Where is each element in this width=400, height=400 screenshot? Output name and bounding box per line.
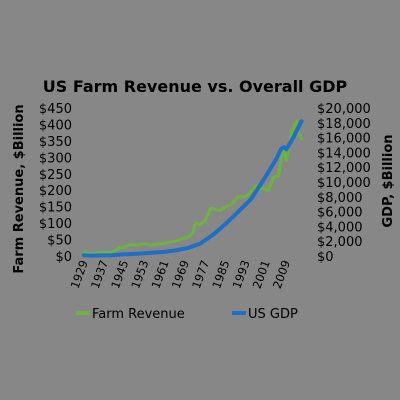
legend-label-farm-revenue: Farm Revenue	[92, 307, 185, 322]
legend-label-us-gdp: US GDP	[248, 307, 298, 322]
right-tick-label: $10,000	[317, 176, 371, 191]
left-tick-label: $0	[55, 250, 72, 265]
left-tick-label: $100	[39, 217, 72, 232]
x-tick-label: 2009	[270, 258, 293, 290]
right-tick-label: $4,000	[317, 220, 363, 235]
left-tick-label: $150	[39, 201, 72, 216]
left-tick-label: $200	[39, 184, 72, 199]
series-layer	[82, 119, 304, 258]
x-axis-ticks: 1929193719451953196119691977198519932001…	[68, 258, 293, 290]
right-tick-label: $16,000	[317, 132, 371, 147]
right-tick-label: $0	[317, 250, 334, 265]
left-tick-label: $350	[39, 135, 72, 150]
right-tick-label: $6,000	[317, 206, 363, 221]
legend: Farm Revenue US GDP	[76, 307, 298, 322]
right-tick-label: $20,000	[317, 102, 371, 117]
right-tick-label: $2,000	[317, 235, 363, 250]
left-tick-label: $250	[39, 168, 72, 183]
chart-title: US Farm Revenue vs. Overall GDP	[43, 77, 348, 96]
series-line-farm-revenue	[82, 119, 303, 256]
right-tick-label: $12,000	[317, 161, 371, 176]
right-tick-label: $18,000	[317, 117, 371, 132]
right-tick-label: $14,000	[317, 146, 371, 161]
left-axis-ticks: $0$50 $100$150 $200$250 $300$350 $400$450	[39, 102, 72, 265]
left-tick-label: $50	[47, 234, 72, 249]
left-tick-label: $300	[39, 151, 72, 166]
left-axis-title: Farm Revenue, $Billion	[12, 104, 27, 273]
right-axis-ticks: $0$2,000$4,000$6,000$8,000$10,000$12,000…	[317, 102, 371, 265]
left-tick-label: $400	[39, 118, 72, 133]
right-axis-title: GDP, $Billion	[381, 134, 396, 227]
right-tick-label: $8,000	[317, 191, 363, 206]
series-line-us-gdp	[82, 119, 304, 258]
left-tick-label: $450	[39, 102, 72, 117]
